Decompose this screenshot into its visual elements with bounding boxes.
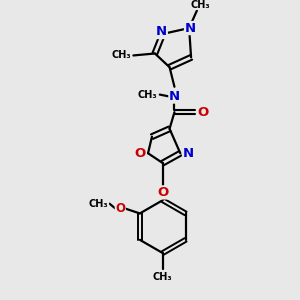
Text: CH₃: CH₃: [137, 90, 157, 100]
Text: N: N: [156, 26, 167, 38]
Text: O: O: [135, 147, 146, 160]
Text: O: O: [157, 186, 168, 199]
Text: N: N: [184, 22, 196, 34]
Text: CH₃: CH₃: [112, 50, 131, 60]
Text: N: N: [169, 90, 180, 103]
Text: O: O: [197, 106, 208, 119]
Text: CH₃: CH₃: [153, 272, 172, 281]
Text: O: O: [115, 202, 125, 215]
Text: CH₃: CH₃: [190, 0, 210, 10]
Text: CH₃: CH₃: [89, 199, 109, 208]
Text: N: N: [183, 147, 194, 160]
